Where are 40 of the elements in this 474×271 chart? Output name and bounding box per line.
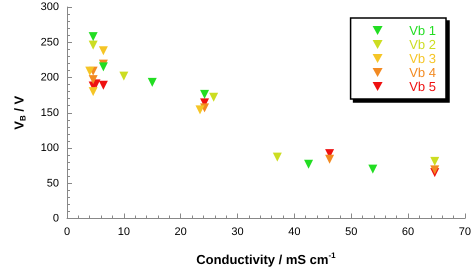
y-tick-label: 150 [40,106,59,119]
point [88,32,98,42]
legend-label: Vb 2 [388,37,436,52]
point [209,92,218,102]
point [368,164,378,174]
point [200,90,210,99]
y-tick-label: 300 [40,1,59,13]
x-tick-label: 30 [231,226,244,238]
x-tick-label: 60 [402,226,414,238]
x-tick-label: 0 [64,226,70,238]
point [304,160,314,169]
point [85,66,94,76]
x-tick-label: 70 [458,226,472,238]
point [272,152,282,162]
point [98,80,108,90]
y-tick-label: 200 [40,72,59,84]
point [148,78,157,87]
x-tick-label: 10 [118,226,130,238]
point [88,87,98,96]
y-tick-label: 0 [52,212,59,224]
point [430,165,440,174]
y-tick-label: 100 [40,142,59,154]
y-tick-label: 50 [46,177,59,190]
x-tick-label: 50 [345,226,358,238]
point [325,154,334,164]
legend-label: Vb 4 [388,65,436,80]
point [88,40,98,50]
legend-label: Vb 1 [388,23,436,38]
point [98,46,108,56]
point [430,156,440,166]
point [88,75,98,84]
legend-label: Vb 5 [388,79,436,94]
point [119,72,128,81]
x-tick-label: 40 [288,226,300,238]
legend-label: Vb 3 [388,51,436,66]
y-tick-label: 250 [40,36,59,48]
point [98,62,108,72]
y-axis-title: VB / V [12,95,28,130]
point [196,105,205,114]
x-tick-label: 20 [174,226,187,238]
